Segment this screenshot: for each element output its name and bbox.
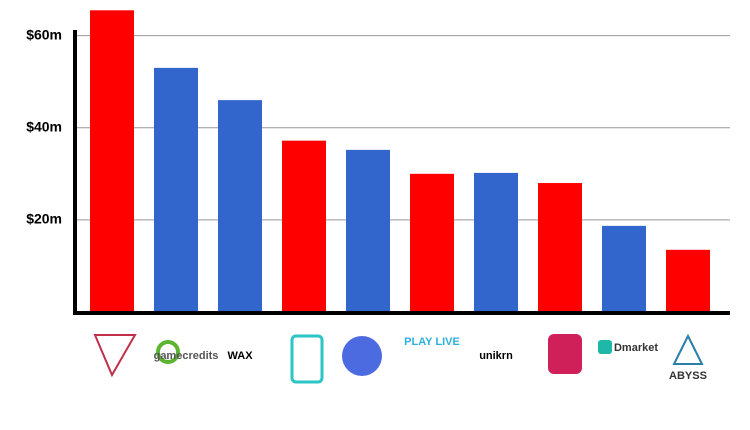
- y-tick-label: $40m: [26, 118, 62, 134]
- bar: [154, 67, 198, 312]
- bar: [602, 225, 646, 312]
- bar: [474, 172, 518, 312]
- x-tick-label: gamecredits: [154, 350, 219, 362]
- x-tick-label: ABYSS: [669, 370, 707, 382]
- x-tick-label: Dmarket: [614, 342, 658, 354]
- bar: [218, 100, 262, 312]
- x-tick-label: unikrn: [479, 350, 513, 362]
- y-tick-label: $60m: [26, 26, 62, 42]
- bar: [410, 173, 454, 312]
- y-tick-label: $20m: [26, 211, 62, 227]
- bar: [346, 149, 390, 312]
- bar: [282, 140, 326, 312]
- bar: [666, 249, 710, 312]
- x-tick-label: PLAY LIVE: [404, 336, 460, 348]
- bar: [538, 183, 582, 312]
- x-tick-label: WAX: [227, 350, 253, 362]
- bar: [90, 10, 134, 312]
- logo-shapes: [93, 333, 704, 384]
